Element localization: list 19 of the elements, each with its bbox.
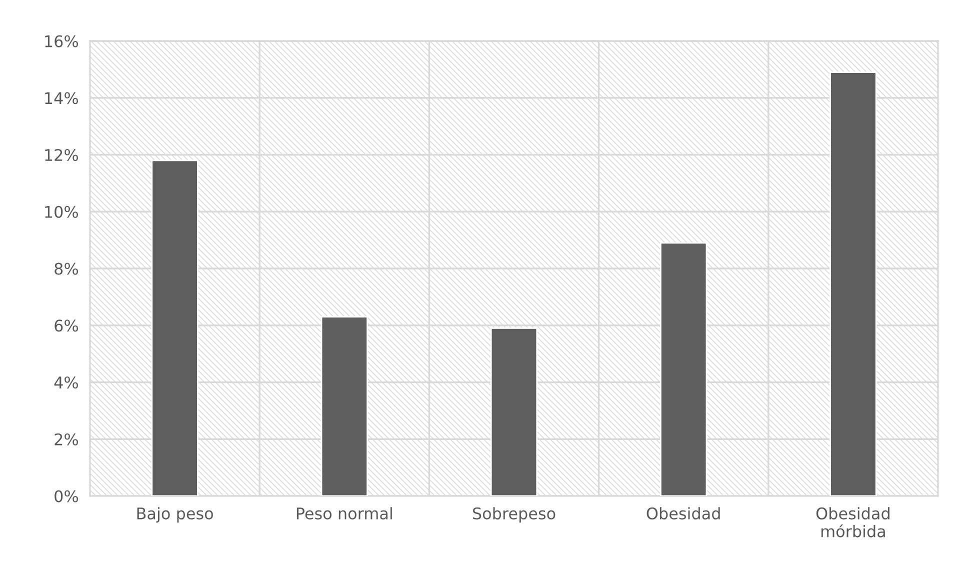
x-tick-label: Sobrepeso (472, 507, 556, 523)
bar (660, 242, 708, 496)
x-tick-label: Bajo peso (137, 507, 213, 523)
y-tick-label: 2% (54, 433, 78, 446)
y-tick-label: 14% (45, 92, 78, 104)
y-tick-label: 4% (54, 376, 78, 389)
y-tick-label: 0% (54, 490, 78, 502)
y-tick-label: 10% (45, 206, 78, 218)
y-tick-label: 12% (45, 148, 78, 162)
x-tick-label: Peso normal (296, 507, 392, 520)
bar (151, 160, 198, 496)
bar (830, 72, 877, 496)
y-tick-label: 6% (54, 320, 78, 332)
x-tick-label: Obesidad mórbida (816, 507, 890, 538)
bar (320, 316, 368, 496)
y-tick-label: 16% (45, 35, 78, 48)
y-tick-label: 8% (54, 262, 78, 275)
bar (490, 328, 538, 496)
x-tick-label: Obesidad (646, 507, 720, 520)
